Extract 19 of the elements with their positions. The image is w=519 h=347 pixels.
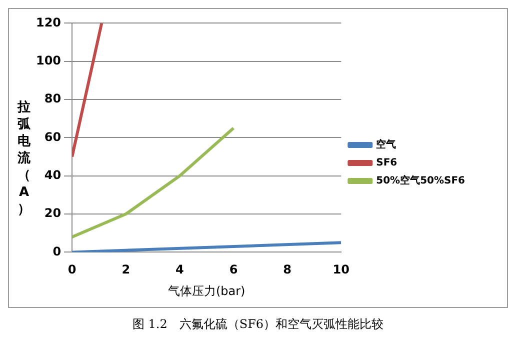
y-tick-label: 20 [44, 206, 62, 220]
y-tick-label: 0 [52, 244, 62, 258]
x-tick-label: 0 [68, 262, 76, 277]
legend-label: 50%空气50%SF6 [376, 174, 466, 187]
y-tick-label: 60 [44, 130, 62, 144]
y-tick-label: 80 [44, 92, 62, 106]
x-tick-label: 2 [122, 262, 130, 277]
x-tick-label: 10 [332, 262, 350, 277]
x-axis-title: 气体压力(bar) [168, 284, 246, 298]
y-tick-label: 100 [36, 53, 62, 68]
y-tick-label: 40 [44, 168, 62, 182]
caption: 图 1.2 六氟化硫（SF6）和空气灭弧性能比较 [131, 316, 385, 333]
legend-label: 空气 [376, 138, 396, 151]
y-tick-label: 120 [36, 15, 62, 30]
x-tick-label: 6 [229, 262, 238, 277]
legend-label: SF6 [376, 158, 398, 169]
y-axis-title: 拉弧电流（A） [16, 98, 32, 218]
x-tick-label: 4 [176, 262, 184, 277]
x-tick-label: 8 [283, 262, 292, 277]
